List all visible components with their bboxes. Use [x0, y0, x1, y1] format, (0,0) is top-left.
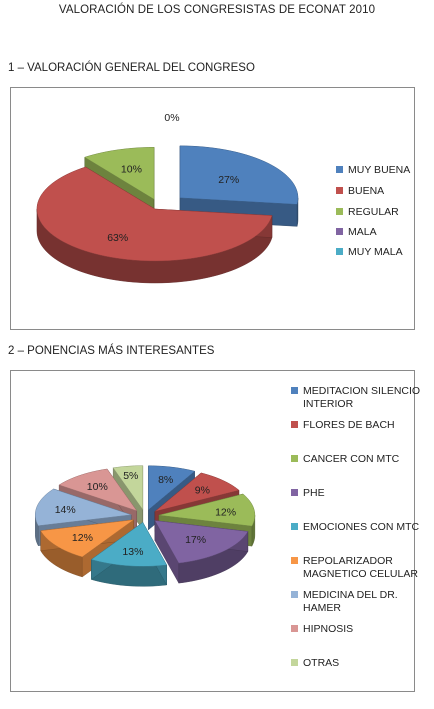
- pie-1-slice-regular: [84, 147, 155, 200]
- pie-2-legend-swatch-flores-de-bach: [291, 421, 298, 428]
- pie-1-legend-swatch-regular: [336, 208, 343, 215]
- pie-1-legend-swatch-buena: [336, 187, 343, 194]
- pie-1-legend-label-mala: MALA: [348, 226, 377, 238]
- pie-1-legend-swatch-muy-buena: [336, 166, 343, 173]
- pie-chart-2: 8% 9% 12% 17% 13% 12% 14% 10% 5% MEDITACION SILEN…: [34, 385, 420, 669]
- chart-valoracion-general: 27% 63% 10% 0% MUY BUENA BUENA REGULAR MALA MUY …: [10, 87, 415, 330]
- pie-1-slice-muy-buena: [179, 145, 299, 205]
- pie-2-legend-label-repolarizador-magnetico-celular: REPOLARIZADOR: [303, 555, 393, 567]
- pie-2-legend-label-cancer-con-mtc: CANCER CON MTC: [303, 453, 400, 465]
- pie-2-legend-label-hipnosis: HIPNOSIS: [303, 623, 353, 635]
- pie-1-data-label-regular: 10%: [121, 164, 142, 176]
- pie-2-legend-swatch-meditacion-silencio-interior: [291, 387, 298, 394]
- pie-2-data-label-emociones-con-mtc: 13%: [122, 546, 143, 558]
- pie-2-legend-label-phe: PHE: [303, 487, 325, 499]
- pie-1-data-label-muy-mala: 0%: [164, 112, 179, 124]
- pie-2-slice-cancer-con-mtc: [158, 493, 256, 527]
- pie-1-slice-buena: [36, 166, 273, 262]
- pie-2-legend-swatch-medicina-del-dr-hamer: [291, 591, 298, 598]
- pie-2-legend-label-emociones-con-mtc: EMOCIONES CON MTC: [303, 521, 420, 533]
- pie-2-data-label-hipnosis: 10%: [87, 481, 108, 493]
- pie-2-legend-label-meditacion-silencio-interior: MEDITACION SILENCIO: [303, 385, 420, 397]
- pie-2-slice-emociones-con-mtc: [90, 521, 168, 567]
- pie-2-slice-phe: [154, 520, 249, 564]
- pie-2-data-label-repolarizador-magnetico-celular: 12%: [72, 532, 93, 544]
- pie-2-slice-hipnosis: [58, 468, 138, 512]
- pie-1-legend-swatch-mala: [336, 228, 343, 235]
- pie-chart-1: 27% 63% 10% 0% MUY BUENA BUENA REGULAR MALA MUY …: [36, 112, 410, 284]
- section-2-heading: 2 – PONENCIAS MÁS INTERESANTES: [8, 345, 215, 357]
- pie-2-legend-label-repolarizador-magnetico-celular-line-2: MAGNETICO CELULAR: [303, 568, 418, 580]
- pie-2-data-label-flores-de-bach: 9%: [195, 485, 210, 497]
- pie-2-legend-swatch-hipnosis: [291, 625, 298, 632]
- pie-1-legend-label-buena: BUENA: [348, 185, 384, 197]
- pie-2-legend-swatch-cancer-con-mtc: [291, 455, 298, 462]
- pie-2-legend-label-medicina-del-dr-hamer: MEDICINA DEL DR.: [303, 589, 398, 601]
- section-1-heading: 1 – VALORACIÓN GENERAL DEL CONGRESO: [8, 62, 255, 74]
- pie-2-slice-repolarizador-magnetico-celular: [40, 519, 135, 558]
- pie-2-legend-label-flores-de-bach: FLORES DE BACH: [303, 419, 395, 431]
- pie-2-legend-swatch-repolarizador-magnetico-celular: [291, 557, 298, 564]
- pie-2-slice-otras: [112, 465, 144, 511]
- pie-2-legend-swatch-otras: [291, 659, 298, 666]
- pie-2-legend-label-otras: OTRAS: [303, 657, 339, 669]
- pie-2-data-label-meditacion-silencio-interior: 8%: [158, 474, 173, 486]
- document-title: VALORACIÓN DE LOS CONGRESISTAS DE ECONAT…: [58, 4, 376, 16]
- pie-1-legend-label-muy-buena: MUY BUENA: [348, 164, 410, 176]
- pie-2-data-label-medicina-del-dr-hamer: 14%: [55, 504, 76, 516]
- pie-2-data-label-phe: 17%: [185, 534, 206, 546]
- pie-2-slice-medicina-del-dr-hamer: [34, 488, 132, 527]
- pie-1-legend-label-muy-mala: MUY MALA: [348, 246, 403, 258]
- pie-2-data-label-cancer-con-mtc: 12%: [215, 506, 236, 518]
- pie-1-data-label-buena: 63%: [107, 232, 128, 244]
- pie-1-legend-label-regular: REGULAR: [348, 206, 399, 218]
- pie-2-data-label-otras: 5%: [123, 470, 138, 482]
- pie-2-legend-label-meditacion-silencio-interior-line-2: INTERIOR: [303, 398, 354, 410]
- pie-1-legend-swatch-muy-mala: [336, 248, 343, 255]
- pie-2-legend-swatch-emociones-con-mtc: [291, 523, 298, 530]
- chart-ponencias: 8% 9% 12% 17% 13% 12% 14% 10% 5% MEDITACION SILEN…: [10, 370, 420, 692]
- pie-2-slice-meditacion-silencio-interior: [148, 465, 196, 511]
- pie-1-data-label-muy-buena: 27%: [218, 174, 239, 186]
- pie-2-slice-flores-de-bach: [154, 472, 240, 512]
- pie-2-legend-label-medicina-del-dr-hamer-line-2: HAMER: [303, 602, 341, 614]
- pie-2-legend-swatch-phe: [291, 489, 298, 496]
